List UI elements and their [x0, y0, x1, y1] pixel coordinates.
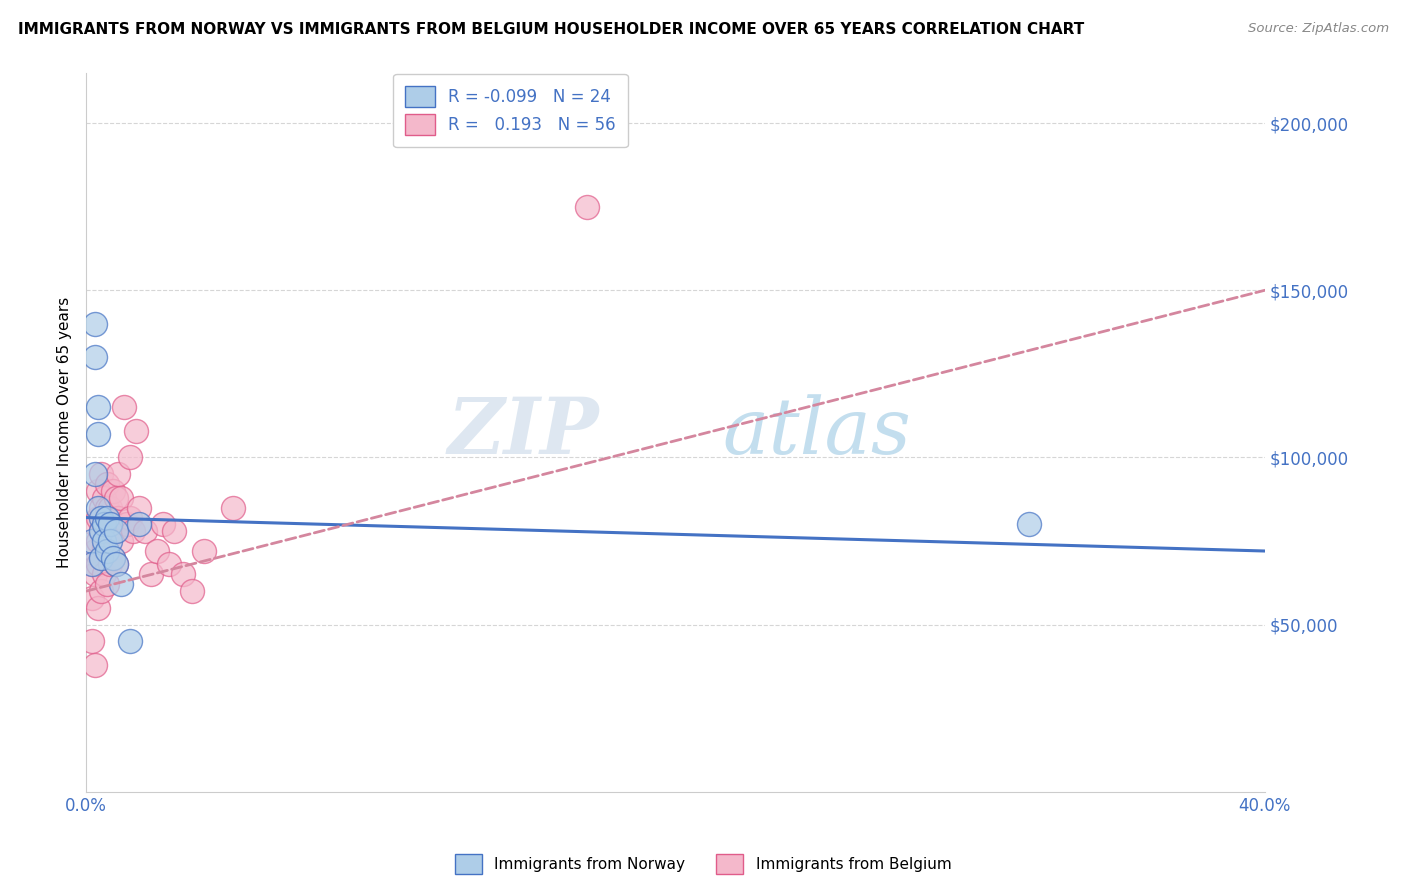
Point — [120, 450, 142, 465]
Point — [84, 657, 107, 672]
Point — [90, 524, 112, 538]
Point — [84, 544, 107, 558]
Point — [84, 567, 107, 582]
Point — [98, 524, 121, 538]
Point — [93, 533, 115, 548]
Point — [96, 577, 118, 591]
Point — [80, 634, 103, 648]
Point — [90, 550, 112, 565]
Point — [110, 533, 132, 548]
Point — [110, 491, 132, 505]
Point — [110, 577, 132, 591]
Point — [139, 567, 162, 582]
Point — [576, 200, 599, 214]
Point — [80, 533, 103, 548]
Point — [120, 510, 142, 524]
Point — [90, 550, 112, 565]
Text: IMMIGRANTS FROM NORWAY VS IMMIGRANTS FROM BELGIUM HOUSEHOLDER INCOME OVER 65 YEA: IMMIGRANTS FROM NORWAY VS IMMIGRANTS FRO… — [18, 22, 1084, 37]
Point — [96, 500, 118, 515]
Point — [104, 491, 127, 505]
Point — [93, 567, 115, 582]
Point — [122, 524, 145, 538]
Point — [152, 517, 174, 532]
Point — [181, 584, 204, 599]
Point — [93, 491, 115, 505]
Point — [93, 517, 115, 532]
Point — [104, 524, 127, 538]
Point — [96, 477, 118, 491]
Point — [172, 567, 194, 582]
Point — [117, 517, 139, 532]
Point — [104, 524, 127, 538]
Point — [222, 500, 245, 515]
Point — [87, 500, 110, 515]
Point — [125, 424, 148, 438]
Point — [101, 483, 124, 498]
Point — [1018, 517, 1040, 532]
Point — [98, 500, 121, 515]
Point — [80, 558, 103, 572]
Point — [90, 500, 112, 515]
Point — [104, 558, 127, 572]
Point — [104, 558, 127, 572]
Point — [157, 558, 180, 572]
Text: ZIP: ZIP — [447, 394, 599, 471]
Point — [87, 401, 110, 415]
Point — [96, 510, 118, 524]
Point — [112, 401, 135, 415]
Point — [98, 517, 121, 532]
Legend: R = -0.099   N = 24, R =   0.193   N = 56: R = -0.099 N = 24, R = 0.193 N = 56 — [394, 74, 627, 147]
Point — [84, 467, 107, 482]
Point — [80, 591, 103, 605]
Point — [128, 517, 150, 532]
Point — [93, 541, 115, 555]
Point — [90, 510, 112, 524]
Point — [101, 550, 124, 565]
Point — [96, 544, 118, 558]
Point — [90, 584, 112, 599]
Y-axis label: Householder Income Over 65 years: Householder Income Over 65 years — [58, 297, 72, 568]
Point — [80, 558, 103, 572]
Point — [87, 427, 110, 442]
Point — [193, 544, 215, 558]
Point — [84, 317, 107, 331]
Point — [84, 350, 107, 364]
Point — [90, 524, 112, 538]
Point — [87, 533, 110, 548]
Legend: Immigrants from Norway, Immigrants from Belgium: Immigrants from Norway, Immigrants from … — [449, 848, 957, 880]
Text: atlas: atlas — [723, 394, 911, 470]
Point — [128, 500, 150, 515]
Point — [98, 533, 121, 548]
Point — [98, 558, 121, 572]
Point — [146, 544, 169, 558]
Point — [101, 550, 124, 565]
Point — [163, 524, 186, 538]
Point — [134, 524, 156, 538]
Text: Source: ZipAtlas.com: Source: ZipAtlas.com — [1249, 22, 1389, 36]
Point — [107, 510, 129, 524]
Point — [87, 510, 110, 524]
Point — [87, 558, 110, 572]
Point — [84, 517, 107, 532]
Point — [107, 467, 129, 482]
Point — [96, 533, 118, 548]
Point — [120, 634, 142, 648]
Point — [87, 600, 110, 615]
Point — [101, 517, 124, 532]
Point — [87, 483, 110, 498]
Point — [93, 517, 115, 532]
Point — [90, 467, 112, 482]
